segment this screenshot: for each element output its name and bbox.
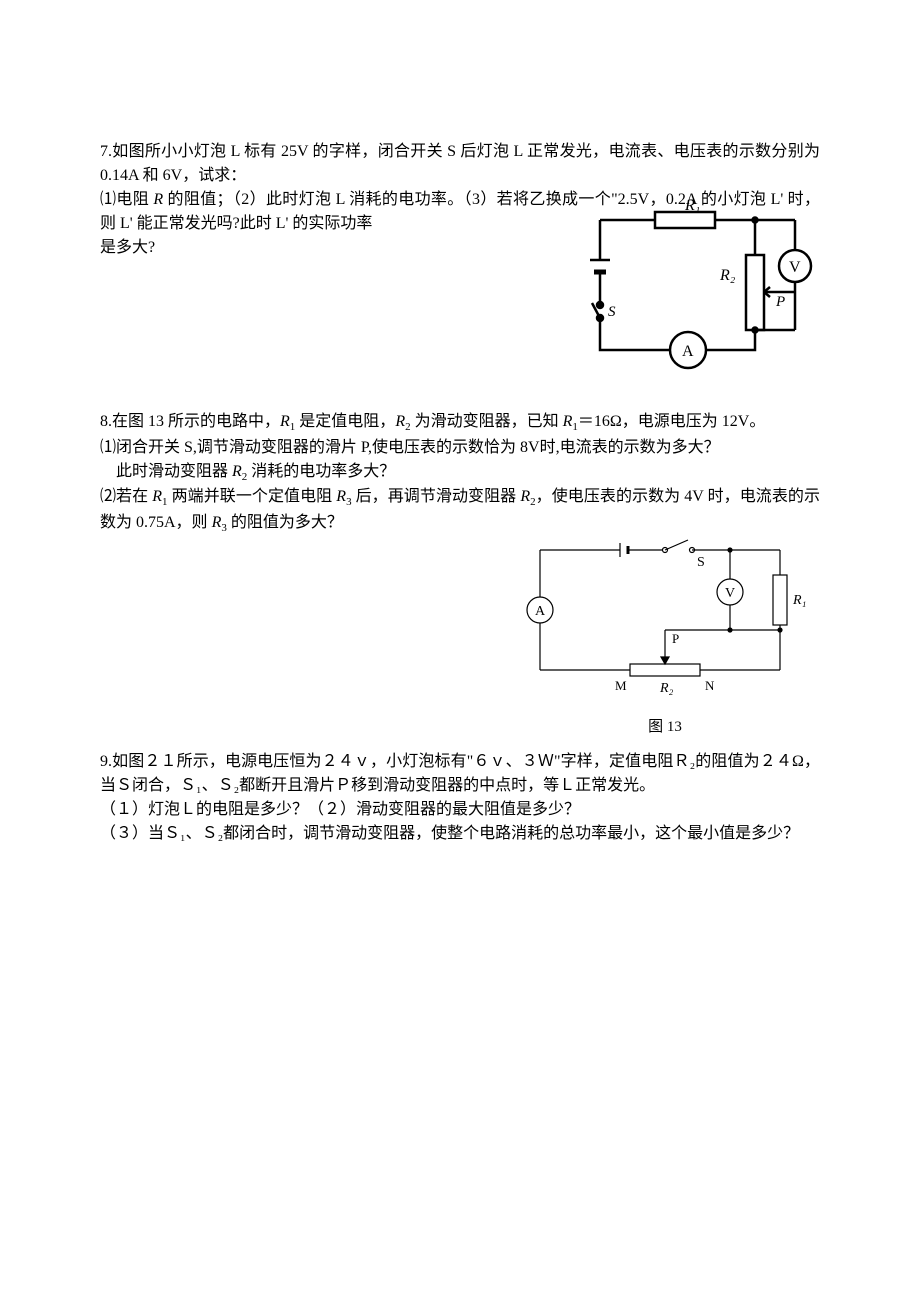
p8-line2: ⑴闭合开关 S,调节滑动变阻器的滑片 P,使电压表的示数恰为 8V时,电流表的示… — [100, 436, 820, 460]
m-label-8: M — [615, 678, 627, 693]
problem-9-text: 9.如图２１所示，电源电压恒为２４ｖ，小灯泡标有"６ｖ、３Ｗ"字样，定值电阻Ｒ₂… — [100, 750, 820, 846]
r2-label-8: R₂ — [659, 681, 674, 696]
v-label-8: V — [725, 586, 735, 601]
s-label: S — [608, 304, 616, 320]
circuit-diagram-7: R₁ R₂ P S A V — [580, 200, 840, 370]
p7-line1: 7.如图所小小灯泡 L 标有 25V 的字样，闭合开关 S 后灯泡 L 正常发光… — [100, 140, 820, 188]
problem-8: 8.在图 13 所示的电路中，R1 是定值电阻，R2 为滑动变阻器，已知 R1＝… — [100, 410, 820, 670]
r1-label: R₁ — [684, 200, 700, 214]
r1-label-8: R₁ — [792, 593, 806, 608]
p9-line2: （１）灯泡Ｌ的电阻是多少？（２）滑动变阻器的最大阻值是多少？ — [100, 798, 820, 822]
circuit-diagram-8: S V A R₁ P M R₂ N 图 13 — [520, 530, 810, 739]
p9-line1: 9.如图２１所示，电源电压恒为２４ｖ，小灯泡标有"６ｖ、３Ｗ"字样，定值电阻Ｒ₂… — [100, 750, 820, 798]
p8-line3: 此时滑动变阻器 R2 消耗的电功率多大？ — [100, 460, 820, 486]
s-label-8: S — [697, 555, 705, 570]
problem-9: 9.如图２１所示，电源电压恒为２４ｖ，小灯泡标有"６ｖ、３Ｗ"字样，定值电阻Ｒ₂… — [100, 750, 820, 846]
r2-label: R₂ — [719, 267, 736, 284]
circuit-8-svg: S V A R₁ P M R₂ N — [520, 530, 810, 700]
p8-line1: 8.在图 13 所示的电路中，R1 是定值电阻，R2 为滑动变阻器，已知 R1＝… — [100, 410, 820, 436]
p-label-8: P — [672, 631, 679, 646]
n-label-8: N — [705, 678, 715, 693]
circuit-7-svg: R₁ R₂ P S A V — [580, 200, 840, 370]
fig-13-label: 图 13 — [520, 716, 810, 739]
v-label: V — [789, 259, 801, 276]
problem-7: 7.如图所小小灯泡 L 标有 25V 的字样，闭合开关 S 后灯泡 L 正常发光… — [100, 140, 820, 360]
p-label: P — [775, 294, 785, 310]
problem-8-text: 8.在图 13 所示的电路中，R1 是定值电阻，R2 为滑动变阻器，已知 R1＝… — [100, 410, 820, 537]
a-label: A — [682, 343, 694, 360]
a-label-8: A — [535, 604, 546, 619]
p9-line3: （３）当Ｓ₁、Ｓ₂都闭合时，调节滑动变阻器，使整个电路消耗的总功率最小，这个最小… — [100, 822, 820, 846]
